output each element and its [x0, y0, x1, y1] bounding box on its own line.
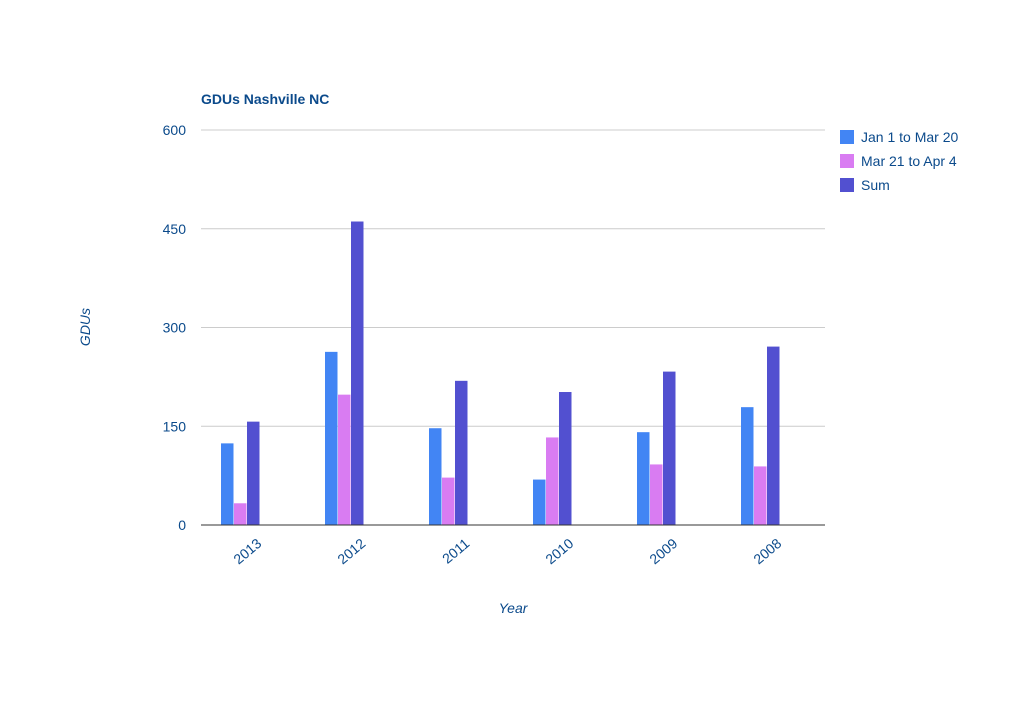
y-tick-label: 150: [163, 418, 187, 434]
bars: [221, 221, 780, 525]
bar-jan-1-to-mar-20-2013: [221, 443, 234, 525]
x-tick-label: 2010: [542, 535, 576, 567]
bar-sum-2011: [455, 380, 468, 525]
bar-sum-2009: [663, 371, 676, 525]
y-tick-label: 300: [163, 320, 187, 336]
x-tick-label: 2012: [334, 535, 368, 567]
bar-mar-21-to-apr-4-2012: [338, 394, 351, 525]
x-axis-label: Year: [499, 600, 529, 616]
bar-sum-2008: [767, 346, 780, 525]
x-tick-label: 2011: [439, 535, 473, 567]
legend-swatch: [840, 130, 854, 144]
x-tick-label: 2013: [230, 535, 264, 567]
bar-sum-2013: [247, 421, 260, 525]
legend-label: Mar 21 to Apr 4: [861, 153, 957, 169]
bar-jan-1-to-mar-20-2011: [429, 428, 442, 525]
legend-label: Sum: [861, 177, 890, 193]
x-tick-label: 2009: [646, 535, 680, 567]
x-tick-label: 2008: [750, 535, 784, 567]
y-tick-label: 450: [163, 221, 187, 237]
legend: Jan 1 to Mar 20 Mar 21 to Apr 4 Sum: [840, 129, 958, 193]
y-tick-label: 0: [178, 517, 186, 533]
x-axis-ticks: 2013 2012 2011 2010 2009 2008: [230, 535, 784, 567]
bar-sum-2012: [351, 221, 364, 525]
bar-mar-21-to-apr-4-2008: [754, 466, 767, 525]
bar-mar-21-to-apr-4-2010: [546, 437, 559, 525]
bar-mar-21-to-apr-4-2013: [234, 503, 247, 525]
y-axis-ticks: 0 150 300 450 600: [163, 122, 187, 533]
bar-mar-21-to-apr-4-2009: [650, 464, 663, 525]
bar-mar-21-to-apr-4-2011: [442, 477, 455, 525]
bar-jan-1-to-mar-20-2012: [325, 351, 338, 525]
legend-label: Jan 1 to Mar 20: [861, 129, 958, 145]
bar-jan-1-to-mar-20-2009: [637, 432, 650, 525]
legend-swatch: [840, 154, 854, 168]
bar-sum-2010: [559, 392, 572, 525]
y-tick-label: 600: [163, 122, 187, 138]
gridlines: [201, 129, 825, 427]
y-axis-label: GDUs: [77, 308, 93, 346]
bar-jan-1-to-mar-20-2008: [741, 407, 754, 525]
bar-jan-1-to-mar-20-2010: [533, 479, 546, 525]
chart-title: GDUs Nashville NC: [201, 91, 329, 107]
legend-swatch: [840, 178, 854, 192]
